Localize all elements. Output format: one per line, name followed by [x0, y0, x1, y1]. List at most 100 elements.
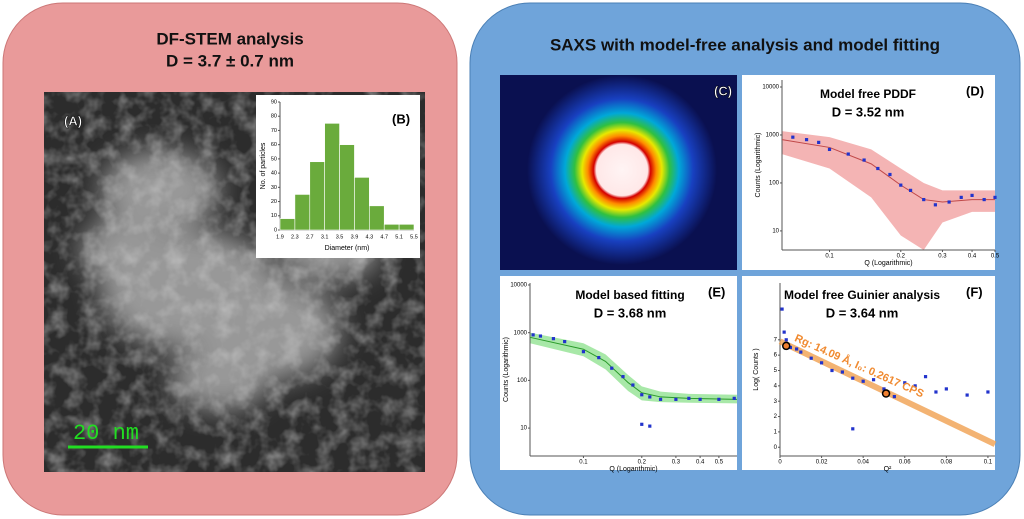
x-tick-label: 1.9 [276, 234, 284, 240]
data-point [827, 147, 832, 152]
x-tick-label: 0.4 [696, 460, 705, 466]
x-axis-title: Q (Loganthmic) [609, 466, 657, 473]
data-point [795, 347, 799, 351]
data-point [923, 375, 928, 379]
data-point [993, 195, 997, 199]
x-tick-label: 0.04 [857, 460, 869, 466]
data-point [908, 188, 913, 192]
data-point [640, 393, 644, 397]
y-tick-label: 1 [774, 429, 778, 435]
chart-subtitle: D = 3.52 nm [832, 104, 905, 119]
data-point [648, 395, 652, 399]
x-tick-label: 0.06 [899, 460, 911, 466]
x-tick-label: 0.3 [938, 254, 947, 260]
data-point [640, 422, 644, 426]
fit-line [781, 139, 995, 203]
data-point [933, 203, 937, 207]
data-point [581, 350, 586, 354]
x-tick-label: 4.7 [380, 234, 388, 240]
y-tick-label: 6 [774, 353, 778, 359]
chart: 10 100 1000 10000 0.1 0.2 0.3 0.4 0.5 Q (Logarith… [742, 75, 1000, 270]
data-point [780, 307, 784, 311]
y-tick-label: 60 [271, 142, 277, 148]
data-point [846, 152, 850, 156]
data-point [851, 376, 855, 380]
x-tick-label: 2.7 [306, 234, 314, 240]
data-point [531, 333, 535, 337]
chart-subtitle: D = 3.68 nm [594, 305, 667, 320]
y-tick-label: 10 [772, 228, 779, 234]
saxs-rings [527, 75, 717, 265]
x-tick-label: 3.5 [336, 234, 344, 240]
x-tick-label: 0 [778, 460, 782, 466]
y-axis-title: No. of particles [260, 142, 267, 189]
y-tick-label: 80 [271, 114, 277, 120]
bar [354, 177, 370, 231]
y-tick-label: 90 [271, 99, 277, 105]
fit-band [782, 131, 995, 250]
bar [383, 224, 400, 231]
x-tick-label: 0.1 [984, 460, 993, 466]
x-tick-label: 0.2 [638, 460, 647, 466]
data-point [799, 350, 803, 354]
x-tick-label: 0.2 [897, 254, 906, 260]
data-point [631, 383, 635, 387]
data-point [840, 370, 844, 374]
bar [279, 218, 296, 231]
data-point [965, 393, 969, 397]
saxs-charts: 10 100 100 0 10000 0.1 0.2 0.3 0.4 0.5 Q (Logarith… [500, 75, 1000, 473]
panel-label: (C) [714, 83, 732, 98]
x-tick-label: 2.3 [291, 234, 299, 240]
highlight-point [781, 341, 791, 351]
fit-line [529, 336, 738, 400]
data-point [551, 337, 556, 341]
x-tick-label: 5.5 [410, 234, 418, 240]
x-tick-label: 3.1 [321, 234, 329, 240]
data-point [944, 387, 948, 391]
x-tick-label: 0.3 [672, 460, 681, 466]
x-tick-label: 0.5 [991, 254, 1000, 260]
chart: 0 1 2 3 4 5 6 7 0 0.02 0.04 0.06 0.08 0.1 Q² Log( Count… [742, 276, 997, 473]
y-tick-label: 10 [271, 213, 277, 219]
data-point [698, 397, 702, 401]
data-point [717, 397, 721, 401]
x-axis-title: Q (Logarithmic) [864, 260, 912, 267]
y-tick-label: 100 [517, 378, 528, 384]
y-tick-label: 7 [774, 337, 778, 343]
panel-label: (A) [64, 113, 82, 128]
data-point [563, 340, 567, 344]
data-point [970, 193, 974, 197]
y-tick-label: 10000 [762, 85, 779, 91]
data-point [922, 197, 926, 202]
data-point [947, 200, 951, 204]
y-tick-label: 40 [271, 171, 277, 177]
x-tick-label: 0.1 [579, 460, 588, 466]
y-tick-label: 10 [520, 426, 527, 432]
x-tick-label: 4.3 [366, 234, 374, 240]
data-point [648, 424, 652, 428]
highlight-point [881, 389, 891, 398]
data-point [597, 356, 601, 360]
panel-label: (B) [392, 111, 410, 126]
panel-title: DF-STEM analysis [156, 29, 303, 48]
x-axis-title: Q² [884, 466, 892, 473]
chart-title: Model free PDDF [820, 87, 916, 101]
y-tick-label: 3 [774, 399, 778, 405]
x-tick-label: 5.1 [395, 234, 403, 240]
y-tick-label: 100 [769, 181, 780, 187]
y-tick-label: 30 [271, 185, 277, 191]
data-point [788, 345, 792, 350]
data-point [982, 197, 986, 202]
data-point [871, 378, 876, 382]
chart-title: Model based fitting [575, 288, 684, 302]
bar [398, 224, 415, 231]
panel-label: (D) [966, 83, 984, 98]
bar [309, 161, 325, 231]
bar [324, 123, 340, 231]
data-point [817, 140, 821, 145]
data-point [899, 183, 903, 187]
data-point [621, 375, 625, 379]
data-point [888, 172, 892, 177]
y-tick-label: 2 [774, 414, 778, 420]
